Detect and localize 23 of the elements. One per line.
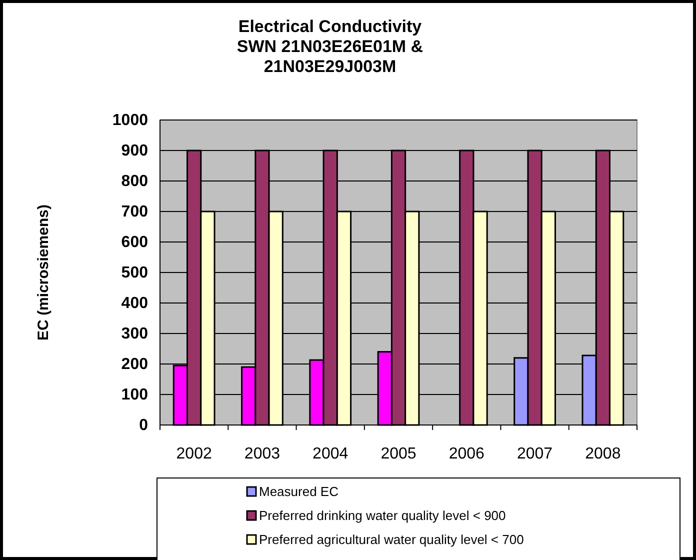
- x-tick-label: 2003: [244, 445, 280, 462]
- y-tick-label: 900: [121, 142, 148, 160]
- y-tick-label: 200: [121, 356, 148, 374]
- x-tick-label: 2005: [380, 445, 416, 462]
- x-tick-label: 2002: [176, 445, 212, 462]
- x-tick-label: 2007: [516, 445, 553, 462]
- y-tick-label: 100: [121, 386, 148, 404]
- y-tick-label: 800: [121, 173, 148, 190]
- x-tick-label: 2008: [585, 445, 621, 462]
- legend-label: Preferred agricultural water quality level < 700: [259, 532, 524, 547]
- y-tick-label: 600: [121, 234, 148, 252]
- y-tick-label: 400: [121, 295, 148, 312]
- y-tick-label: 500: [121, 264, 148, 282]
- y-tick-label: 300: [121, 326, 148, 343]
- y-tick-label: 700: [121, 204, 148, 221]
- x-tick-label: 2006: [448, 445, 485, 462]
- y-tick-label: 1000: [112, 112, 148, 130]
- x-tick-label: 2004: [312, 445, 348, 462]
- y-tick-label: 0: [139, 417, 148, 434]
- y-axis-title: EC (microsiemens): [35, 204, 52, 340]
- legend-label: Measured EC: [259, 484, 338, 499]
- chart-title: Electrical Conductivity SWN 21N03E26E01M & 21N03E29J003M: [236, 17, 424, 76]
- legend-label: Preferred drinking water quality level < 900: [259, 508, 506, 523]
